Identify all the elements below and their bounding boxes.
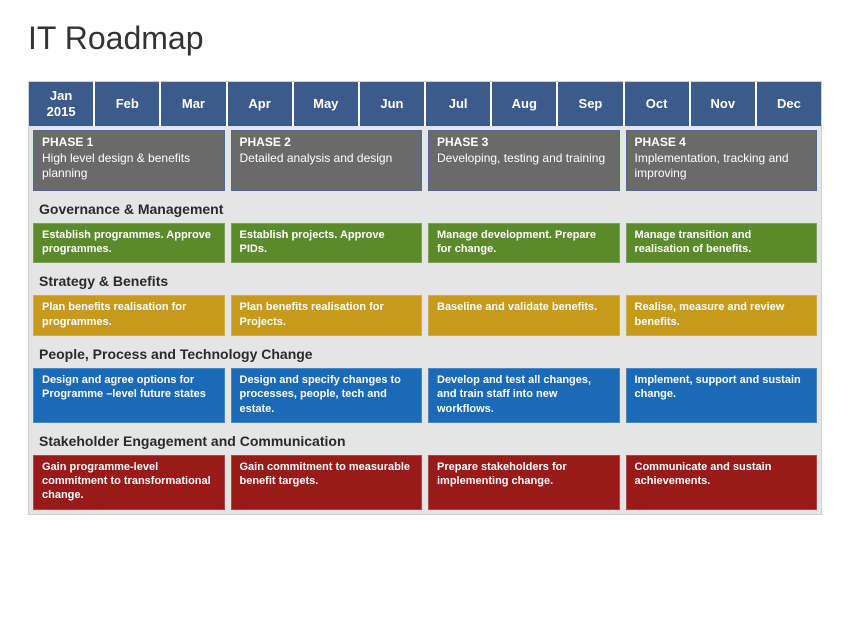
track-cell: Realise, measure and review benefits. xyxy=(626,295,818,336)
month-label: May xyxy=(296,96,356,112)
month-cell: Feb xyxy=(95,82,159,126)
month-cell: Jan2015 xyxy=(29,82,93,126)
tracks-container: Governance & ManagementEstablish program… xyxy=(29,195,821,514)
track-cell: Prepare stakeholders for implementing ch… xyxy=(428,455,620,510)
month-label: Apr xyxy=(230,96,290,112)
month-label: Sep xyxy=(560,96,620,112)
month-label: Nov xyxy=(693,96,753,112)
phase-cell: PHASE 4Implementation, tracking and impr… xyxy=(626,130,818,191)
track-cell: Plan benefits realisation for Projects. xyxy=(231,295,423,336)
phase-title: PHASE 2 xyxy=(240,135,414,151)
track-cell: Establish programmes. Approve programmes… xyxy=(33,223,225,264)
phase-desc: High level design & benefits planning xyxy=(42,151,216,182)
month-cell: Aug xyxy=(492,82,556,126)
track-row: Establish programmes. Approve programmes… xyxy=(29,221,821,268)
month-year: 2015 xyxy=(31,104,91,120)
track-header: Stakeholder Engagement and Communication xyxy=(29,427,821,453)
track-header: Strategy & Benefits xyxy=(29,267,821,293)
phase-desc: Implementation, tracking and improving xyxy=(635,151,809,182)
track-cell: Design and agree options for Programme –… xyxy=(33,368,225,423)
month-cell: Oct xyxy=(625,82,689,126)
month-label: Jul xyxy=(428,96,488,112)
track-cell: Gain commitment to measurable benefit ta… xyxy=(231,455,423,510)
track-cell: Plan benefits realisation for programmes… xyxy=(33,295,225,336)
months-row: Jan2015FebMarAprMayJunJulAugSepOctNovDec xyxy=(29,82,821,126)
track-header: People, Process and Technology Change xyxy=(29,340,821,366)
month-cell: Apr xyxy=(228,82,292,126)
month-label: Dec xyxy=(759,96,819,112)
month-cell: Mar xyxy=(161,82,225,126)
month-cell: Nov xyxy=(691,82,755,126)
month-label: Feb xyxy=(97,96,157,112)
month-cell: Sep xyxy=(558,82,622,126)
phases-row: PHASE 1High level design & benefits plan… xyxy=(29,126,821,195)
roadmap-container: Jan2015FebMarAprMayJunJulAugSepOctNovDec… xyxy=(28,81,822,515)
month-cell: May xyxy=(294,82,358,126)
track-row: Plan benefits realisation for programmes… xyxy=(29,293,821,340)
phase-cell: PHASE 1High level design & benefits plan… xyxy=(33,130,225,191)
month-label: Jan xyxy=(31,88,91,104)
phase-title: PHASE 3 xyxy=(437,135,611,151)
month-cell: Jun xyxy=(360,82,424,126)
track-row: Gain programme-level commitment to trans… xyxy=(29,453,821,514)
track-cell: Manage transition and realisation of ben… xyxy=(626,223,818,264)
phase-cell: PHASE 2Detailed analysis and design xyxy=(231,130,423,191)
phase-cell: PHASE 3Developing, testing and training xyxy=(428,130,620,191)
phase-desc: Detailed analysis and design xyxy=(240,151,414,167)
month-label: Jun xyxy=(362,96,422,112)
month-label: Oct xyxy=(627,96,687,112)
track-cell: Communicate and sustain achievements. xyxy=(626,455,818,510)
month-label: Aug xyxy=(494,96,554,112)
page-title: IT Roadmap xyxy=(28,20,822,57)
track-header: Governance & Management xyxy=(29,195,821,221)
track-cell: Develop and test all changes, and train … xyxy=(428,368,620,423)
track-cell: Manage development. Prepare for change. xyxy=(428,223,620,264)
phase-desc: Developing, testing and training xyxy=(437,151,611,167)
phase-title: PHASE 4 xyxy=(635,135,809,151)
month-label: Mar xyxy=(163,96,223,112)
track-cell: Gain programme-level commitment to trans… xyxy=(33,455,225,510)
track-row: Design and agree options for Programme –… xyxy=(29,366,821,427)
track-cell: Design and specify changes to processes,… xyxy=(231,368,423,423)
track-cell: Baseline and validate benefits. xyxy=(428,295,620,336)
phase-title: PHASE 1 xyxy=(42,135,216,151)
track-cell: Implement, support and sustain change. xyxy=(626,368,818,423)
month-cell: Dec xyxy=(757,82,821,126)
month-cell: Jul xyxy=(426,82,490,126)
track-cell: Establish projects. Approve PIDs. xyxy=(231,223,423,264)
